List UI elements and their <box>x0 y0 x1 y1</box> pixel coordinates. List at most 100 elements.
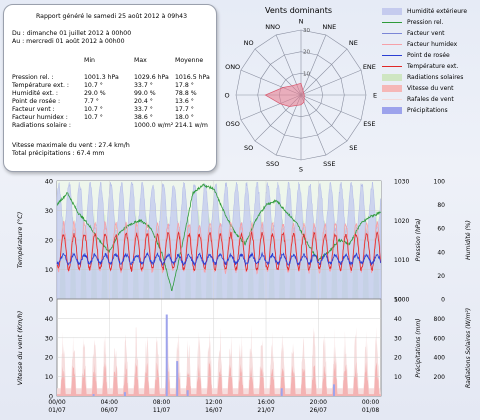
rose-ring-label: 10 <box>303 71 310 77</box>
row-max: 1029.6 hPa <box>134 74 169 81</box>
wind-rose-title: Vents dominants <box>265 6 333 15</box>
y2-tick-label: 1000 <box>394 297 409 304</box>
y2-tick-label: 50 <box>394 297 402 304</box>
y2-tick-label: 20 <box>394 355 402 362</box>
y3-tick-label: 100 <box>434 179 446 186</box>
row-label: Radiations solaire : <box>12 122 71 129</box>
row-label: Point de rosée : <box>12 98 61 105</box>
x-tick-label: 04:00 <box>101 399 118 406</box>
y-tick-label: 20 <box>45 237 53 245</box>
legend-swatch-rain <box>382 107 402 114</box>
y2-tick-label: 1020 <box>394 218 409 225</box>
rose-direction-label: NNO <box>265 23 280 31</box>
legend-swatch-dewpoint <box>382 55 402 56</box>
row-max: 99.0 % <box>134 90 156 97</box>
dewpoint-line <box>56 251 381 267</box>
x-tick-label: 08:00 <box>153 399 170 406</box>
row-min: 29.0 % <box>84 90 106 97</box>
row-label: Température ext. : <box>12 82 69 89</box>
row-min: 10.7 ° <box>84 82 103 89</box>
y-tick-label: 10 <box>45 266 53 274</box>
y3-tick-label: 600 <box>434 335 446 342</box>
rose-direction-label: ONO <box>225 63 240 71</box>
y2-tick-label: 30 <box>394 335 402 342</box>
legend-swatch-temperature <box>382 66 402 67</box>
col-min: Min <box>84 57 95 64</box>
y3-tick-label: 800 <box>434 316 446 323</box>
rose-direction-label: E <box>373 92 377 100</box>
y3-tick-label: 40 <box>437 249 445 256</box>
legend-swatch-windchill <box>382 33 402 34</box>
rose-direction-label: NNE <box>322 23 336 31</box>
report-title: Rapport généré le samedi 25 août 2012 à … <box>36 13 188 20</box>
rose-direction-label: NO <box>244 39 254 47</box>
legend-item: Radiations solaires <box>382 72 480 83</box>
y2-axis-title: Précipitations (mm) <box>415 318 422 377</box>
wind-speed-area <box>57 360 381 396</box>
legend-item: Précipitations <box>382 105 480 116</box>
rain-bar <box>332 384 335 396</box>
rose-ring-label: 30 <box>303 28 310 34</box>
rose-ring-label: 20 <box>303 50 310 56</box>
rose-direction-label: O <box>224 92 229 100</box>
row-avg: 17.8 ° <box>175 82 194 89</box>
temperature-line <box>57 230 381 272</box>
rose-spoke <box>300 94 327 156</box>
y-tick-label: 30 <box>45 334 53 342</box>
legend-swatch-humidex <box>382 44 402 45</box>
x-tick-label: 16:00 <box>257 399 274 406</box>
rose-direction-label: SO <box>244 144 253 152</box>
y3-tick-label: 200 <box>434 374 446 381</box>
y2-axis-title: Pression (hPa) <box>415 219 422 262</box>
y3-tick-label: 80 <box>437 202 445 209</box>
legend-item: Facteur vent <box>382 28 480 39</box>
row-min: 1001.3 hPa <box>84 74 119 81</box>
legend-swatch-gust <box>382 99 402 100</box>
pressure-line <box>56 183 381 292</box>
rain-bar <box>186 390 189 396</box>
row-label: Humidité ext. : <box>12 90 58 97</box>
rose-direction-label: NE <box>349 39 358 47</box>
y3-tick-label: 0 <box>441 297 445 304</box>
x-tick-label: 20:00 <box>310 399 327 406</box>
x-tick-label: 00:00 <box>362 399 379 406</box>
x-tick-label: 01/08 <box>362 407 379 414</box>
rose-direction-label: ENE <box>363 63 376 71</box>
legend-swatch-pressure <box>382 22 402 23</box>
humidex-line <box>56 220 381 275</box>
y2-tick-label: 1030 <box>394 179 409 186</box>
humidity-area <box>56 181 382 300</box>
rose-direction-label: SE <box>349 144 357 152</box>
row-max: 1000.0 w/m² <box>134 122 174 129</box>
legend-swatch-solar <box>382 74 402 81</box>
row-label: Facteur humidex : <box>12 114 68 121</box>
row-max: 33.7 ° <box>134 82 153 89</box>
wind-rose: N NNE NE ENE E ESE SE SSE S SSO SO OSO O ONO NO NNO 10 20… <box>224 18 377 174</box>
y-tick-label: 10 <box>45 373 53 381</box>
rose-spoke <box>300 69 362 96</box>
x-tick-label: 00/00 <box>48 399 65 406</box>
rose-direction-label: OSO <box>225 120 239 128</box>
y3-tick-label: 400 <box>434 355 446 362</box>
legend-swatch-humidity <box>382 8 402 15</box>
legend-swatch-wind <box>382 85 402 92</box>
rain-bar <box>123 392 126 396</box>
row-max: 33.7 ° <box>134 106 153 113</box>
top-plot-bg <box>57 181 381 299</box>
row-avg: 78.8 % <box>175 90 197 97</box>
y3-tick-label: 60 <box>437 226 445 233</box>
y-tick-label: 0 <box>49 393 53 401</box>
legend: Humidité extérieure Pression rel. Facteu… <box>382 6 480 116</box>
report-panel: Rapport généré le samedi 25 août 2012 à … <box>3 4 217 172</box>
row-avg: 214.1 w/m <box>175 122 208 129</box>
rain-bar <box>165 314 168 396</box>
rain-bar <box>92 394 95 396</box>
rose-direction-label: ESE <box>363 120 375 128</box>
y2-tick-label: 40 <box>394 316 402 323</box>
rain-total-text: Total précipitations : 67.4 mm <box>12 150 105 157</box>
x-tick-label: 12:00 <box>205 399 222 406</box>
row-label: Facteur vent : <box>12 106 55 113</box>
y-tick-label: 40 <box>45 178 53 186</box>
rose-direction-label: S <box>299 166 303 174</box>
y3-axis-title: Humidité (%) <box>465 220 472 260</box>
